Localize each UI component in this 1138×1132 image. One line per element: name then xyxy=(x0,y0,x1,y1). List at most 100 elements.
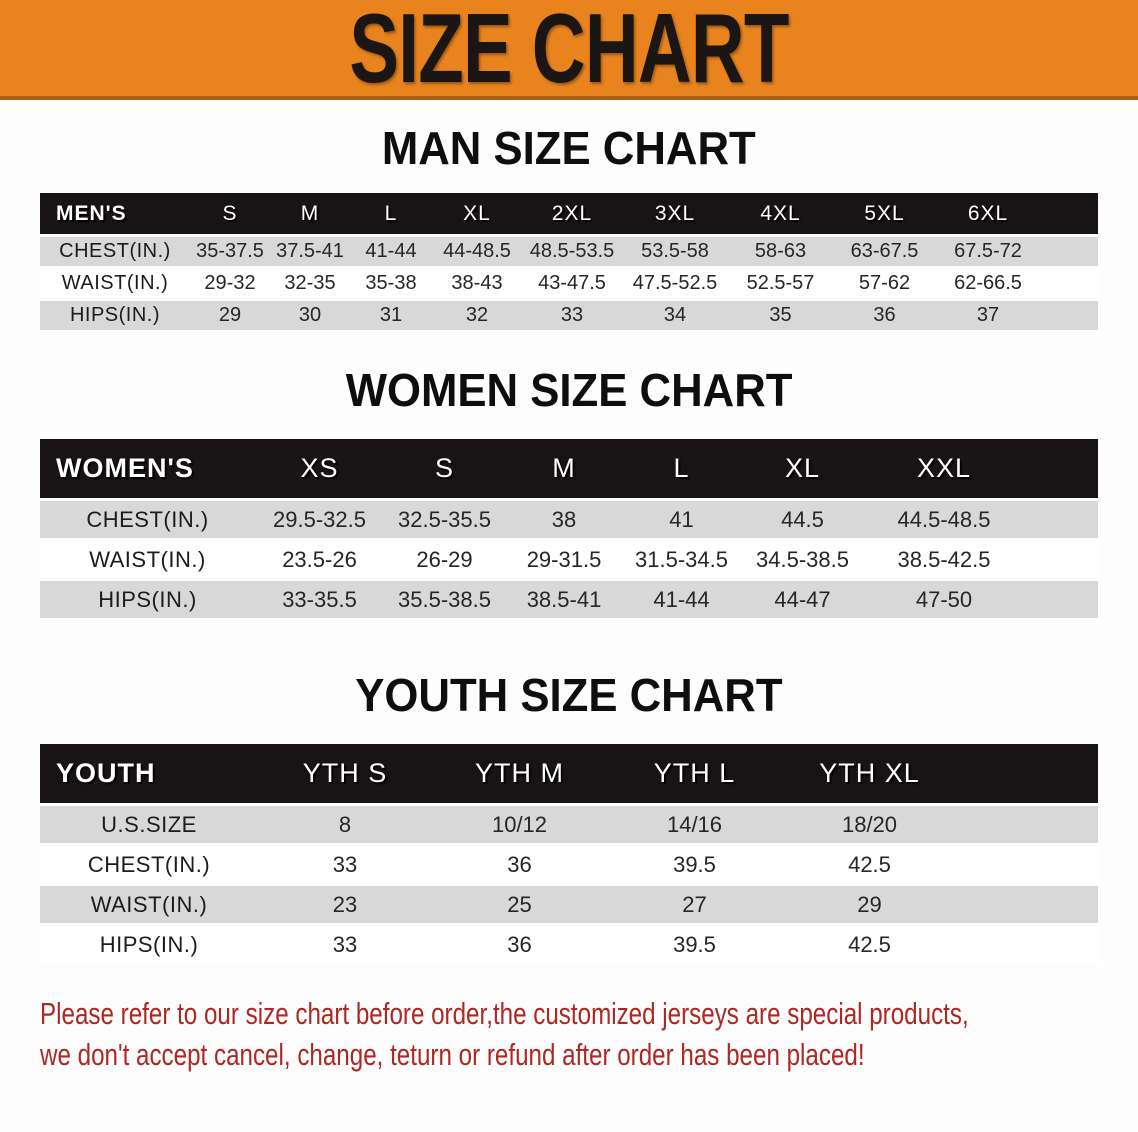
row-label: WAIST(IN.) xyxy=(40,269,190,301)
men-col-header: S xyxy=(190,193,270,237)
row-label: HIPS(IN.) xyxy=(40,301,190,333)
table-cell: 30 xyxy=(270,301,350,333)
table-cell: 39.5 xyxy=(607,926,782,966)
women-corner-label: WOMEN'S xyxy=(40,439,255,501)
row-label: WAIST(IN.) xyxy=(40,886,258,926)
men-col-header: 6XL xyxy=(936,193,1040,237)
table-cell: 10/12 xyxy=(432,806,607,846)
men-col-header: 2XL xyxy=(522,193,622,237)
men-col-header: L xyxy=(350,193,432,237)
youth-waist-row: WAIST(IN.) 23 25 27 29 xyxy=(40,886,1098,926)
spacer-cell xyxy=(957,846,1098,886)
spacer-cell xyxy=(957,886,1098,926)
women-col-header: L xyxy=(623,439,740,501)
table-cell: 35-38 xyxy=(350,269,432,301)
table-cell: 41 xyxy=(623,501,740,541)
men-col-header: 3XL xyxy=(622,193,728,237)
row-label: HIPS(IN.) xyxy=(40,581,255,621)
men-chest-row: CHEST(IN.) 35-37.5 37.5-41 41-44 44-48.5… xyxy=(40,237,1098,269)
table-cell: 34.5-38.5 xyxy=(740,541,865,581)
women-waist-row: WAIST(IN.) 23.5-26 26-29 29-31.5 31.5-34… xyxy=(40,541,1098,581)
men-waist-row: WAIST(IN.) 29-32 32-35 35-38 38-43 43-47… xyxy=(40,269,1098,301)
table-cell: 47-50 xyxy=(865,581,1023,621)
table-cell: 57-62 xyxy=(833,269,936,301)
youth-col-header: YTH L xyxy=(607,744,782,806)
youth-col-header: YTH S xyxy=(258,744,432,806)
youth-heading-text: YOUTH SIZE CHART xyxy=(355,669,783,721)
women-heading-text: WOMEN SIZE CHART xyxy=(345,364,793,416)
men-hips-row: HIPS(IN.) 29 30 31 32 33 34 35 36 37 xyxy=(40,301,1098,333)
table-cell: 47.5-52.5 xyxy=(622,269,728,301)
table-cell: 14/16 xyxy=(607,806,782,846)
table-cell: 33 xyxy=(258,926,432,966)
women-col-header: XS xyxy=(255,439,384,501)
table-cell: 35.5-38.5 xyxy=(384,581,505,621)
table-cell: 31.5-34.5 xyxy=(623,541,740,581)
table-cell: 29-32 xyxy=(190,269,270,301)
man-heading-text: MAN SIZE CHART xyxy=(382,122,756,174)
spacer-cell xyxy=(1040,237,1098,269)
youth-corner-label: YOUTH xyxy=(40,744,258,806)
table-cell: 32.5-35.5 xyxy=(384,501,505,541)
men-size-table: MEN'S S M L XL 2XL 3XL 4XL 5XL 6XL CHEST… xyxy=(40,193,1098,333)
men-col-header: 5XL xyxy=(833,193,936,237)
table-cell: 63-67.5 xyxy=(833,237,936,269)
women-chest-row: CHEST(IN.) 29.5-32.5 32.5-35.5 38 41 44.… xyxy=(40,501,1098,541)
row-label: CHEST(IN.) xyxy=(40,501,255,541)
table-cell: 36 xyxy=(432,926,607,966)
disclaimer: Please refer to our size chart before or… xyxy=(40,993,1138,1075)
table-cell: 52.5-57 xyxy=(728,269,833,301)
women-hips-row: HIPS(IN.) 33-35.5 35.5-38.5 38.5-41 41-4… xyxy=(40,581,1098,621)
youth-col-header: YTH M xyxy=(432,744,607,806)
table-cell: 38-43 xyxy=(432,269,522,301)
row-label: HIPS(IN.) xyxy=(40,926,258,966)
women-col-header: XXL xyxy=(865,439,1023,501)
disclaimer-line-2: we don't accept cancel, change, teturn o… xyxy=(40,1037,865,1072)
table-cell: 53.5-58 xyxy=(622,237,728,269)
men-col-header: XL xyxy=(432,193,522,237)
table-cell: 44-48.5 xyxy=(432,237,522,269)
table-cell: 44.5-48.5 xyxy=(865,501,1023,541)
table-cell: 32-35 xyxy=(270,269,350,301)
table-cell: 25 xyxy=(432,886,607,926)
table-cell: 34 xyxy=(622,301,728,333)
women-col-header: M xyxy=(505,439,623,501)
table-cell: 23 xyxy=(258,886,432,926)
table-cell: 48.5-53.5 xyxy=(522,237,622,269)
table-cell: 44.5 xyxy=(740,501,865,541)
women-header-row: WOMEN'S XS S M L XL XXL xyxy=(40,439,1098,501)
row-label: CHEST(IN.) xyxy=(40,846,258,886)
women-col-header: S xyxy=(384,439,505,501)
table-cell: 36 xyxy=(833,301,936,333)
youth-hips-row: HIPS(IN.) 33 36 39.5 42.5 xyxy=(40,926,1098,966)
women-section-heading: WOMEN SIZE CHART xyxy=(0,367,1138,413)
table-cell: 35 xyxy=(728,301,833,333)
table-cell: 18/20 xyxy=(782,806,957,846)
table-cell: 33 xyxy=(258,846,432,886)
men-col-header: M xyxy=(270,193,350,237)
banner-title: SIZE CHART xyxy=(349,0,789,103)
man-section-heading: MAN SIZE CHART xyxy=(0,125,1138,171)
women-col-header: XL xyxy=(740,439,865,501)
table-cell: 43-47.5 xyxy=(522,269,622,301)
row-label: WAIST(IN.) xyxy=(40,541,255,581)
table-cell: 29.5-32.5 xyxy=(255,501,384,541)
table-cell: 38.5-41 xyxy=(505,581,623,621)
spacer-cell xyxy=(1040,193,1098,237)
youth-size-table: YOUTH YTH S YTH M YTH L YTH XL U.S.SIZE … xyxy=(40,744,1098,966)
spacer-cell xyxy=(1040,269,1098,301)
men-header-row: MEN'S S M L XL 2XL 3XL 4XL 5XL 6XL xyxy=(40,193,1098,237)
table-cell: 26-29 xyxy=(384,541,505,581)
table-cell: 41-44 xyxy=(350,237,432,269)
table-cell: 38 xyxy=(505,501,623,541)
spacer-cell xyxy=(957,926,1098,966)
table-cell: 37.5-41 xyxy=(270,237,350,269)
youth-ussize-row: U.S.SIZE 8 10/12 14/16 18/20 xyxy=(40,806,1098,846)
row-label: U.S.SIZE xyxy=(40,806,258,846)
spacer-cell xyxy=(1023,439,1098,501)
table-cell: 33-35.5 xyxy=(255,581,384,621)
spacer-cell xyxy=(1023,541,1098,581)
table-cell: 23.5-26 xyxy=(255,541,384,581)
men-col-header: 4XL xyxy=(728,193,833,237)
table-cell: 38.5-42.5 xyxy=(865,541,1023,581)
